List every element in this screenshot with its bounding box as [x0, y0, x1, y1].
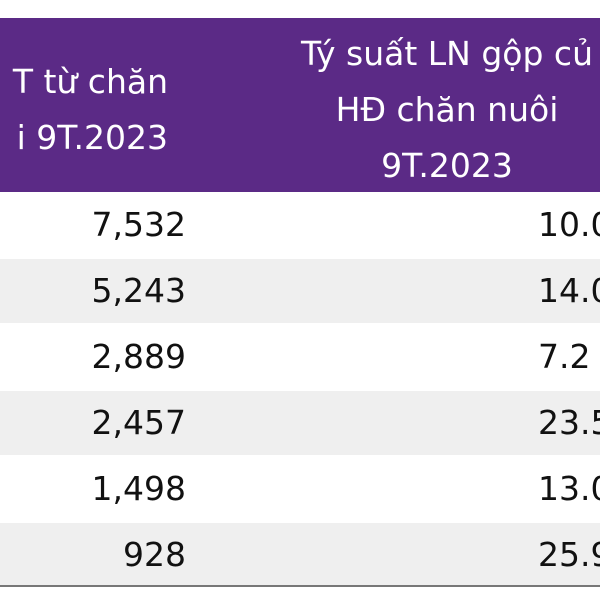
- row-value-1: 2,457: [91, 403, 186, 442]
- row-value-1: 5,243: [91, 271, 186, 310]
- table-row: 2,889 7.2: [0, 325, 600, 389]
- row-value-2: 7.2: [538, 337, 591, 376]
- row-value-1: 7,532: [91, 205, 186, 244]
- col1-header-line-1: T từ chăn: [12, 62, 168, 101]
- table-row: 7,532 10.0: [0, 193, 600, 257]
- col2-header-line-1: Tý suất LN gộp củ: [301, 34, 593, 73]
- col1-header-line-2: i 9T.2023: [16, 118, 168, 157]
- row-value-2: 23.5: [538, 403, 600, 442]
- row-value-2: 10.0: [538, 205, 600, 244]
- col2-header-line-2: HĐ chăn nuôi: [335, 90, 559, 129]
- table-row: 2,457 23.5: [0, 391, 600, 455]
- table-row: 5,243 14.0: [0, 259, 600, 323]
- table-bottom-border: [0, 585, 600, 587]
- row-value-1: 1,498: [91, 469, 186, 508]
- row-value-1: 2,889: [91, 337, 186, 376]
- table-row: 1,498 13.0: [0, 457, 600, 521]
- table-header: T từ chăn i 9T.2023 Tý suất LN gộp củ HĐ…: [0, 18, 600, 192]
- row-value-1: 928: [123, 535, 186, 574]
- row-value-2: 25.9: [538, 535, 600, 574]
- row-value-2: 14.0: [538, 271, 600, 310]
- row-value-2: 13.0: [538, 469, 600, 508]
- table-row: 928 25.9: [0, 523, 600, 587]
- col2-header-line-3: 9T.2023: [381, 146, 513, 185]
